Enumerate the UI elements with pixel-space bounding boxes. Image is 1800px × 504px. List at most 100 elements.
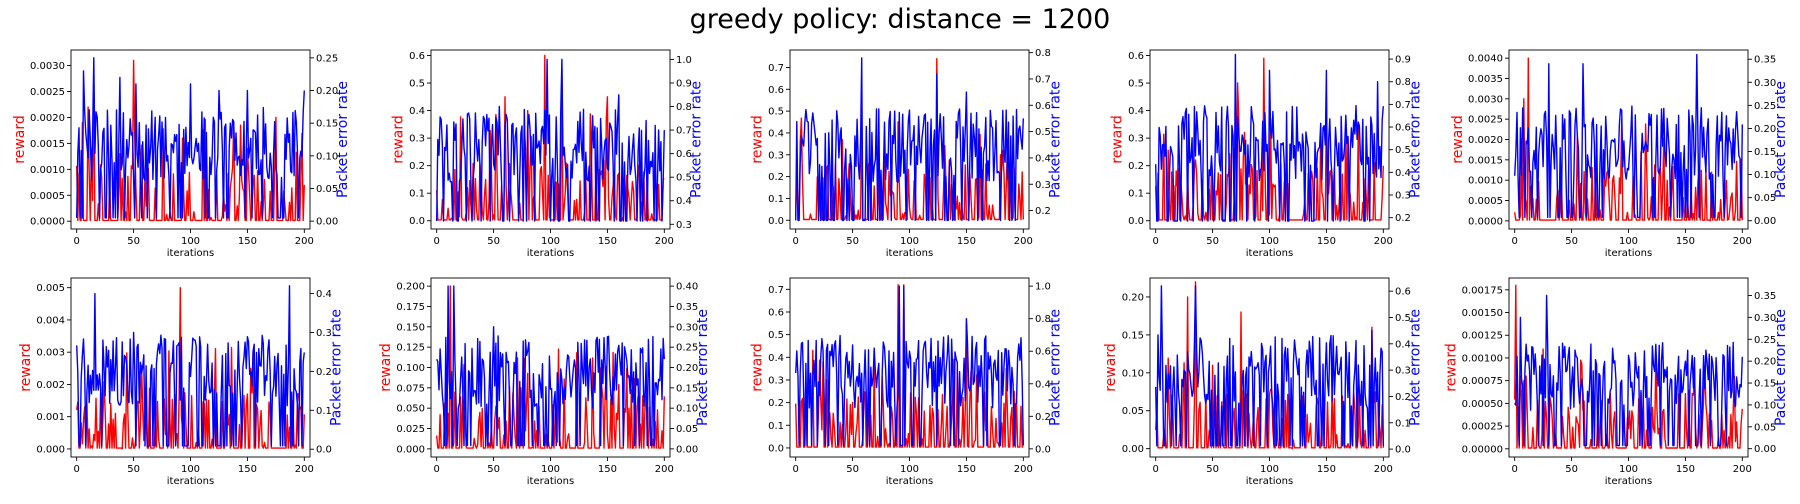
subplot-4: 0 50 100 150 200 iterations 0.0 0.1 0.2 0.3 0.4 0.5… — [1109, 49, 1424, 259]
y-left-tick-label: 0.005 — [36, 283, 65, 294]
x-tick-label: 100 — [1619, 236, 1638, 247]
y-left-tick-label: 0.0005 — [30, 191, 65, 202]
panels: 0 50 100 150 200iterations0.00000.00050.0010… — [12, 48, 1789, 487]
y-right-tick-label: 0.6 — [1035, 347, 1051, 358]
y-left-tick-label: 0.0040 — [1468, 54, 1503, 65]
y-right-axis-label: Packet error rate — [335, 81, 351, 198]
y-left-tick-label: 0.0 — [409, 216, 425, 227]
x-tick-label: 150 — [1676, 236, 1695, 247]
y-left-tick-label: 0.10 — [1122, 368, 1144, 379]
y-right-tick-label: 0.10 — [316, 151, 338, 162]
x-tick-label: 100 — [1260, 464, 1279, 475]
x-tick-label: 50 — [1565, 236, 1578, 247]
y-right-tick-label: 0.35 — [1754, 291, 1776, 302]
y-left-tick-label: 0.4 — [768, 128, 784, 139]
y-right-tick-label: 0.9 — [676, 78, 692, 89]
y-right-tick-label: 0.35 — [676, 302, 698, 313]
y-left-tick-label: 0.0015 — [30, 139, 65, 150]
subplot-5: 0 50 100 150 200 iterations 0.0000 0.0005 0.0010… — [1450, 49, 1789, 259]
packet-error-line — [76, 285, 305, 447]
y-right-tick-label: 0.05 — [316, 184, 338, 195]
plot-lines — [795, 57, 1024, 222]
y-left-tick-label: 0.3 — [1128, 134, 1144, 145]
x-tick-label: 200 — [1733, 464, 1752, 475]
y-left-tick-label: 0.4 — [409, 106, 425, 117]
plot-lines — [1514, 53, 1743, 222]
y-right-tick-label: 0.05 — [1754, 422, 1776, 433]
x-tick-label: 100 — [181, 236, 200, 247]
x-tick-label: 150 — [957, 236, 976, 247]
y-left-tick-label: 0.0025 — [30, 87, 65, 98]
x-tick-label: 200 — [1014, 464, 1033, 475]
y-right-tick-label: 1.0 — [676, 55, 692, 66]
x-tick-label: 200 — [655, 236, 674, 247]
y-left-axis-label: reward — [378, 343, 394, 392]
y-right-axis-label: Packet error rate — [1048, 309, 1064, 426]
y-left-tick-label: 0.000 — [396, 444, 425, 455]
y-left-tick-label: 0.0030 — [1468, 94, 1503, 105]
y-right-tick-label: 0.6 — [676, 149, 692, 160]
x-tick-label: 150 — [1317, 464, 1336, 475]
x-tick-label: 100 — [181, 464, 200, 475]
y-left-axis-label: reward — [749, 115, 765, 164]
y-left-tick-label: 0.0000 — [30, 217, 65, 228]
y-left-tick-label: 0.100 — [396, 363, 425, 374]
x-axis-label: iterations — [1246, 248, 1293, 259]
packet-error-line — [1155, 53, 1384, 222]
y-left-tick-label: 0.00050 — [1462, 399, 1503, 410]
y-right-tick-label: 0.5 — [676, 173, 692, 184]
y-right-tick-label: 0.2 — [1395, 392, 1411, 403]
y-left-tick-label: 0.3 — [768, 150, 784, 161]
y-right-tick-label: 0.4 — [316, 289, 332, 300]
y-left-tick-label: 0.0 — [1128, 216, 1144, 227]
x-tick-label: 200 — [655, 464, 674, 475]
packet-error-line — [1514, 294, 1743, 447]
y-left-tick-label: 0.5 — [768, 107, 784, 118]
y-right-tick-label: 0.15 — [1754, 379, 1776, 390]
y-right-tick-label: 0.6 — [1035, 101, 1051, 112]
x-tick-label: 200 — [1374, 236, 1393, 247]
y-left-axis-label: reward — [1103, 343, 1119, 392]
x-tick-label: 100 — [900, 236, 919, 247]
y-right-tick-label: 0.7 — [1395, 100, 1411, 111]
y-right-tick-label: 0.10 — [1754, 170, 1776, 181]
x-tick-label: 100 — [541, 464, 560, 475]
x-tick-label: 200 — [1374, 464, 1393, 475]
plot-lines — [795, 284, 1024, 448]
y-left-tick-label: 0.0035 — [1468, 74, 1503, 85]
y-right-tick-label: 0.2 — [316, 367, 332, 378]
y-right-axis-label: Packet error rate — [1773, 81, 1789, 198]
y-right-tick-label: 0.7 — [1035, 74, 1051, 85]
y-right-tick-label: 0.3 — [1395, 191, 1411, 202]
y-left-tick-label: 0.025 — [396, 424, 425, 435]
x-tick-label: 150 — [1317, 236, 1336, 247]
y-left-tick-label: 0.0010 — [1468, 176, 1503, 187]
y-right-tick-label: 0.20 — [1754, 357, 1776, 368]
y-right-tick-label: 0.4 — [1035, 153, 1051, 164]
y-left-tick-label: 0.075 — [396, 383, 425, 394]
y-left-tick-label: 0.00 — [1122, 444, 1144, 455]
y-left-tick-label: 0.00025 — [1462, 422, 1503, 433]
y-right-tick-label: 0.20 — [1754, 124, 1776, 135]
packet-error-line — [1514, 53, 1743, 219]
plot-lines — [1155, 53, 1384, 222]
x-axis-label: iterations — [886, 476, 933, 487]
y-right-tick-label: 0.00 — [1754, 444, 1776, 455]
y-right-axis-label: Packet error rate — [1408, 81, 1424, 198]
x-tick-label: 0 — [1512, 464, 1518, 475]
y-left-tick-label: 0.00125 — [1462, 331, 1503, 342]
x-tick-label: 50 — [846, 236, 859, 247]
y-right-axis-label: Packet error rate — [1773, 309, 1789, 426]
packet-error-line — [76, 57, 305, 219]
x-axis-label: iterations — [886, 248, 933, 259]
y-right-tick-label: 0.25 — [316, 53, 338, 64]
y-right-tick-label: 0.4 — [1035, 379, 1051, 390]
x-tick-label: 200 — [1733, 236, 1752, 247]
x-tick-label: 150 — [238, 236, 257, 247]
reward-line — [1514, 57, 1743, 222]
y-right-tick-label: 0.00 — [1754, 216, 1776, 227]
x-tick-label: 150 — [957, 464, 976, 475]
subplot-2: 0 50 100 150 200 iterations 0.0 0.1 0.2 0.3 0.4 0.5… — [390, 49, 705, 259]
y-left-tick-label: 0.1 — [768, 194, 784, 205]
y-left-tick-label: 0.00075 — [1462, 376, 1503, 387]
